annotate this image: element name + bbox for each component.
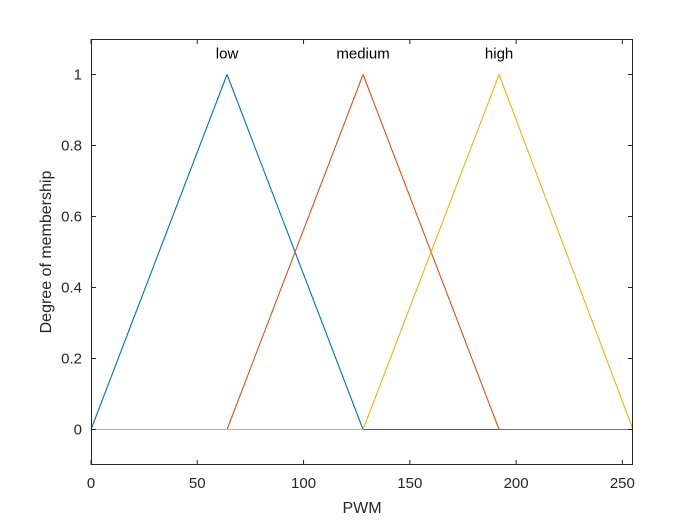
y-tick-label: 0.8 xyxy=(61,138,82,155)
y-tick-label: 1 xyxy=(74,67,82,84)
series-layer xyxy=(90,73,634,431)
y-axis-label: Degree of membership xyxy=(38,171,55,334)
mf-label-high: high xyxy=(485,46,513,63)
y-tick-label: 0.6 xyxy=(61,209,82,226)
y-tick-label: 0 xyxy=(74,422,82,439)
plot-area xyxy=(91,39,633,465)
mf-label-low: low xyxy=(216,46,239,63)
x-tick-label: 50 xyxy=(189,475,206,492)
x-tick-label: 0 xyxy=(87,475,95,492)
plot-frame xyxy=(91,39,633,465)
series-line-high xyxy=(91,73,634,431)
x-tick-label: 250 xyxy=(610,475,635,492)
x-tick-label: 200 xyxy=(504,475,529,492)
y-tick-label: 0.4 xyxy=(61,280,82,297)
x-axis-label: PWM xyxy=(342,500,381,517)
x-tick-label: 150 xyxy=(397,475,422,492)
labels-layer: 0 50 100 150 200 250 0 0.2 0.4 0.6 0.8 1 low medium hi… xyxy=(61,46,635,492)
mf-label-medium: medium xyxy=(336,46,389,63)
x-tick-label: 100 xyxy=(291,475,316,492)
y-tick-label: 0.2 xyxy=(61,351,82,368)
